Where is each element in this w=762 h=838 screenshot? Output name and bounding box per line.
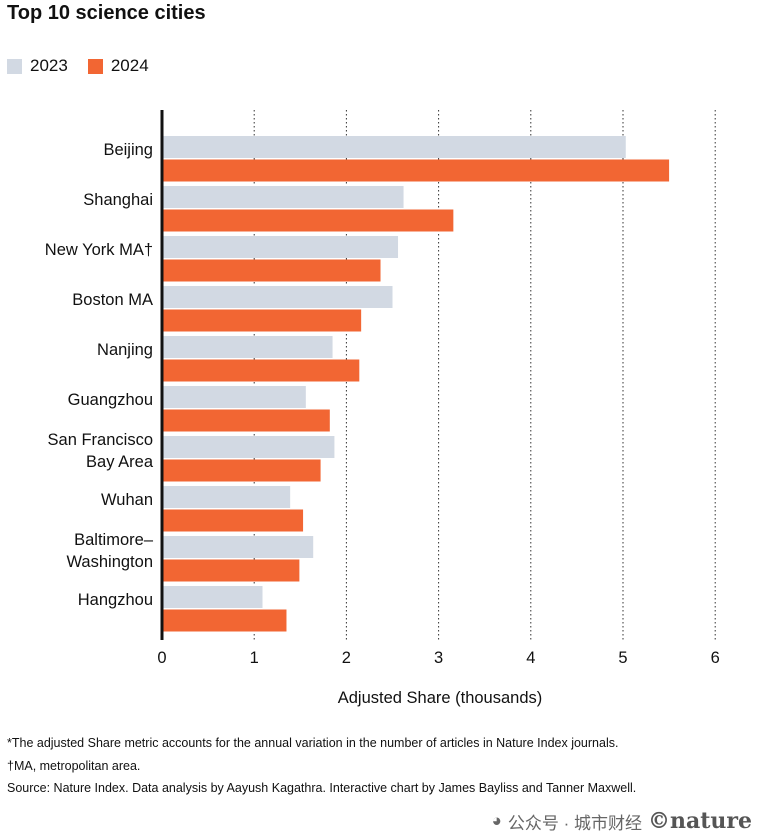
legend-swatch-2023 <box>7 58 22 74</box>
bar-2023-boston-ma <box>162 286 393 308</box>
category-label-line: Bay Area <box>86 453 154 471</box>
bar-2023-baltimore-washington <box>162 536 314 558</box>
x-tick-label: 4 <box>526 649 535 667</box>
category-label-line: Hangzhou <box>78 591 153 609</box>
category-label: Hangzhou <box>78 591 153 609</box>
bar-2023-wuhan <box>162 486 291 508</box>
legend-item-2024: 2024 <box>87 56 149 76</box>
legend-item-2023: 2023 <box>7 56 68 76</box>
category-label: Beijing <box>103 141 153 159</box>
bar-2023-shanghai <box>162 186 404 208</box>
x-tick-label: 1 <box>250 649 259 667</box>
bar-chart: Beijing Shanghai New York MA† Boston MA Nanj… <box>45 110 720 707</box>
x-tick-label: 5 <box>618 649 627 667</box>
footnote-adjusted-share: *The adjusted Share metric accounts for … <box>7 736 619 750</box>
bar-2024-wuhan <box>162 509 304 532</box>
category-label: New York MA† <box>45 241 153 259</box>
category-label-line: Shanghai <box>83 191 153 209</box>
bar-2024-boston-ma <box>162 309 362 332</box>
watermark: ◕ 公众号 · 城市财经 ©nature <box>492 808 752 834</box>
bar-2024-new-york-ma- <box>162 259 381 282</box>
category-label: Wuhan <box>101 491 153 509</box>
x-axis-title: Adjusted Share (thousands) <box>338 689 543 707</box>
category-label: Baltimore– Washington <box>66 531 153 571</box>
footnote-source: Source: Nature Index. Data analysis by A… <box>7 781 637 795</box>
category-label-line: Washington <box>66 553 153 571</box>
bar-2023-new-york-ma- <box>162 236 399 258</box>
nature-logo: ©nature <box>648 808 752 834</box>
bar-2023-hangzhou <box>162 586 263 608</box>
category-label-line: Boston MA <box>72 291 153 309</box>
legend-swatch-2024 <box>87 58 103 74</box>
x-tick-label: 2 <box>342 649 351 667</box>
category-label: Nanjing <box>97 341 153 359</box>
category-label-line: Nanjing <box>97 341 153 359</box>
category-label: San Francisco Bay Area <box>48 431 154 471</box>
category-label-line: Beijing <box>103 141 153 159</box>
category-label-line: New York MA† <box>45 241 153 259</box>
bar-2024-san-francisco-bay-area <box>162 459 321 482</box>
x-tick-label: 6 <box>711 649 720 667</box>
wechat-icon: ◕ <box>491 811 502 830</box>
category-label-line: Baltimore– <box>74 531 154 549</box>
bar-2024-beijing <box>162 159 670 182</box>
legend: 2023 2024 <box>7 56 169 76</box>
legend-label-2024: 2024 <box>110 56 149 75</box>
bar-2024-nanjing <box>162 359 360 382</box>
bar-2024-shanghai <box>162 209 454 232</box>
x-tick-label: 3 <box>434 649 443 667</box>
footnote-ma: †MA, metropolitan area. <box>7 758 141 773</box>
bar-2024-guangzhou <box>162 409 330 432</box>
category-label-line: Wuhan <box>101 491 153 509</box>
category-label: Guangzhou <box>68 391 153 409</box>
bar-2024-baltimore-washington <box>162 559 300 582</box>
bar-2023-guangzhou <box>162 386 306 408</box>
bar-2023-nanjing <box>162 336 333 358</box>
bar-2023-beijing <box>162 136 626 158</box>
x-tick-label: 0 <box>157 649 166 667</box>
legend-label-2023: 2023 <box>30 56 68 75</box>
category-label: Shanghai <box>83 191 153 209</box>
category-label-line: San Francisco <box>48 431 153 449</box>
watermark-text: 公众号 · 城市财经 <box>507 813 642 833</box>
category-label: Boston MA <box>72 291 153 309</box>
chart-title: Top 10 science cities <box>7 2 206 24</box>
bar-2024-hangzhou <box>162 609 287 632</box>
category-label-line: Guangzhou <box>68 391 153 409</box>
footnotes: *The adjusted Share metric accounts for … <box>7 732 636 800</box>
bar-2023-san-francisco-bay-area <box>162 436 335 458</box>
